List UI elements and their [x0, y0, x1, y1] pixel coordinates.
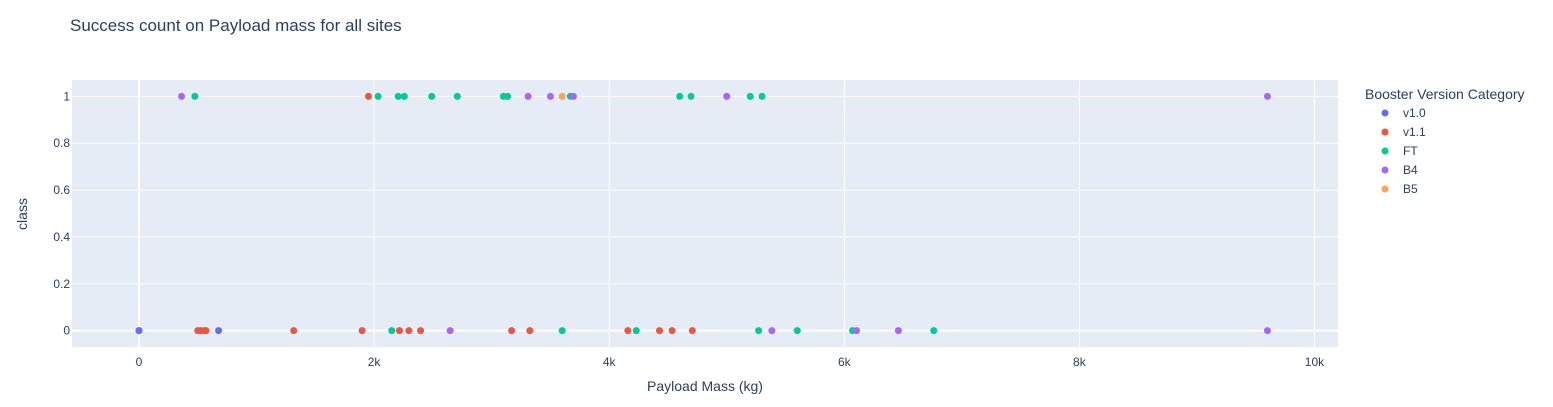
point-v1-1[interactable] [624, 327, 632, 335]
x-tick-label: 0 [136, 355, 143, 369]
point-ft[interactable] [388, 327, 396, 335]
x-axis-ticks: 0 2k 4k 6k 8k 10k [136, 355, 1325, 369]
point-v1-1[interactable] [395, 327, 403, 335]
point-ft[interactable] [394, 92, 402, 100]
point-ft[interactable] [755, 327, 763, 335]
y-axis-title: class [14, 198, 30, 230]
point-ft[interactable] [428, 92, 436, 100]
point-b4[interactable] [1263, 327, 1271, 335]
point-ft[interactable] [687, 92, 695, 100]
legend-label: B5 [1403, 182, 1418, 196]
legend-marker [1381, 185, 1389, 193]
point-b4[interactable] [524, 92, 532, 100]
y-tick-label: 0.4 [53, 230, 70, 244]
legend-marker [1381, 147, 1389, 155]
point-b4[interactable] [853, 327, 861, 335]
legend-item-v1-1[interactable]: v1.1 [1381, 125, 1427, 139]
y-tick-label: 1 [63, 89, 70, 103]
y-tick-label: 0 [63, 324, 70, 338]
point-ft[interactable] [793, 327, 801, 335]
point-b4[interactable] [768, 327, 776, 335]
point-b4[interactable] [446, 327, 454, 335]
x-tick-label: 8k [1073, 355, 1087, 369]
plot-area[interactable] [72, 80, 1338, 347]
legend-marker [1381, 166, 1389, 174]
point-ft[interactable] [453, 92, 461, 100]
legend-item-v1-0[interactable]: v1.0 [1381, 106, 1427, 120]
point-ft[interactable] [558, 327, 566, 335]
point-b4[interactable] [546, 92, 554, 100]
legend-label: B4 [1403, 163, 1418, 177]
x-tick-label: 2k [368, 355, 382, 369]
point-ft[interactable] [676, 92, 684, 100]
point-v1-1[interactable] [526, 327, 534, 335]
point-v1-1[interactable] [656, 327, 664, 335]
point-ft[interactable] [746, 92, 754, 100]
y-tick-label: 0.2 [53, 277, 70, 291]
point-b4[interactable] [723, 92, 731, 100]
legend-item-b5[interactable]: B5 [1381, 182, 1419, 196]
x-tick-label: 4k [603, 355, 617, 369]
point-v1-1[interactable] [688, 327, 696, 335]
point-ft[interactable] [758, 92, 766, 100]
point-v1-1[interactable] [668, 327, 676, 335]
x-tick-label: 6k [838, 355, 852, 369]
point-ft[interactable] [374, 92, 382, 100]
point-v1-1[interactable] [417, 327, 425, 335]
point-ft[interactable] [400, 92, 408, 100]
point-v1-1[interactable] [405, 327, 413, 335]
y-axis-ticks: 0 0.2 0.4 0.6 0.8 1 [53, 89, 70, 337]
point-ft[interactable] [930, 327, 938, 335]
y-tick-label: 0.8 [53, 136, 70, 150]
point-v1-1[interactable] [358, 327, 366, 335]
point-b4[interactable] [178, 92, 186, 100]
data-points [135, 92, 1271, 335]
point-b5[interactable] [558, 92, 566, 100]
point-v1-0[interactable] [215, 327, 223, 335]
legend-item-ft[interactable]: FT [1381, 144, 1419, 158]
chart-title: Success count on Payload mass for all si… [70, 16, 402, 35]
point-b4[interactable] [1263, 92, 1271, 100]
y-tick-label: 0.6 [53, 183, 70, 197]
x-axis-title: Payload Mass (kg) [647, 378, 763, 394]
point-v1-1[interactable] [290, 327, 298, 335]
legend-marker [1381, 109, 1389, 117]
point-ft[interactable] [504, 92, 512, 100]
legend-title: Booster Version Category [1365, 86, 1525, 102]
legend-label: FT [1403, 144, 1418, 158]
point-b4[interactable] [569, 92, 577, 100]
legend-label: v1.1 [1403, 125, 1426, 139]
point-b4[interactable] [894, 327, 902, 335]
point-v1-1[interactable] [202, 327, 210, 335]
legend-marker [1381, 128, 1389, 136]
point-ft[interactable] [632, 327, 640, 335]
point-ft[interactable] [191, 92, 199, 100]
point-v1-1[interactable] [364, 92, 372, 100]
point-v1-0[interactable] [135, 327, 143, 335]
point-v1-1[interactable] [508, 327, 516, 335]
legend-item-b4[interactable]: B4 [1381, 163, 1419, 177]
legend[interactable]: v1.0 v1.1 FT B4 B5 [1381, 106, 1427, 196]
x-tick-label: 10k [1305, 355, 1325, 369]
grid-lines [72, 80, 1338, 347]
legend-label: v1.0 [1403, 106, 1426, 120]
